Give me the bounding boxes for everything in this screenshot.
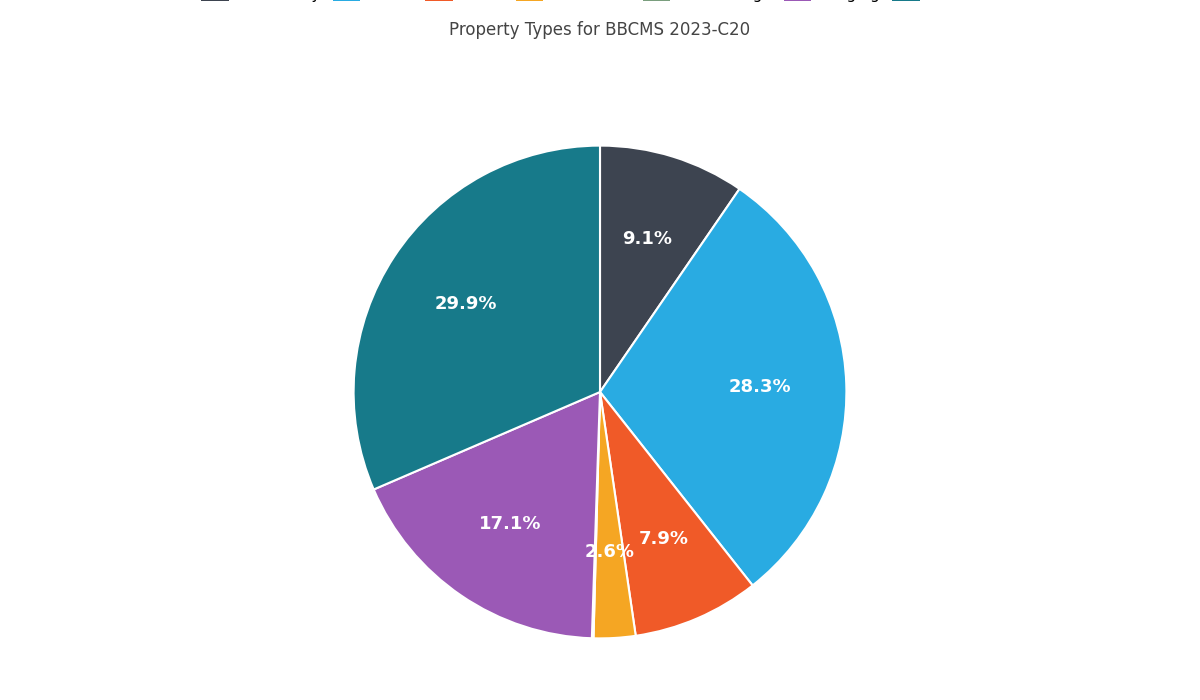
Legend: Multifamily, Office, Retail, Mixed-Use, Self Storage, Lodging, Industrial: Multifamily, Office, Retail, Mixed-Use, … [194,0,1006,8]
Text: 7.9%: 7.9% [638,530,689,548]
Text: 9.1%: 9.1% [623,230,672,248]
Wedge shape [373,392,600,638]
Text: 28.3%: 28.3% [728,378,791,395]
Wedge shape [600,146,739,392]
Text: 17.1%: 17.1% [479,515,541,533]
Wedge shape [600,189,846,585]
Wedge shape [594,392,636,638]
Wedge shape [592,392,600,638]
Text: 29.9%: 29.9% [434,295,498,313]
Wedge shape [600,392,752,636]
Wedge shape [354,146,600,489]
Text: 2.6%: 2.6% [584,543,635,561]
Text: Property Types for BBCMS 2023-C20: Property Types for BBCMS 2023-C20 [450,21,750,39]
